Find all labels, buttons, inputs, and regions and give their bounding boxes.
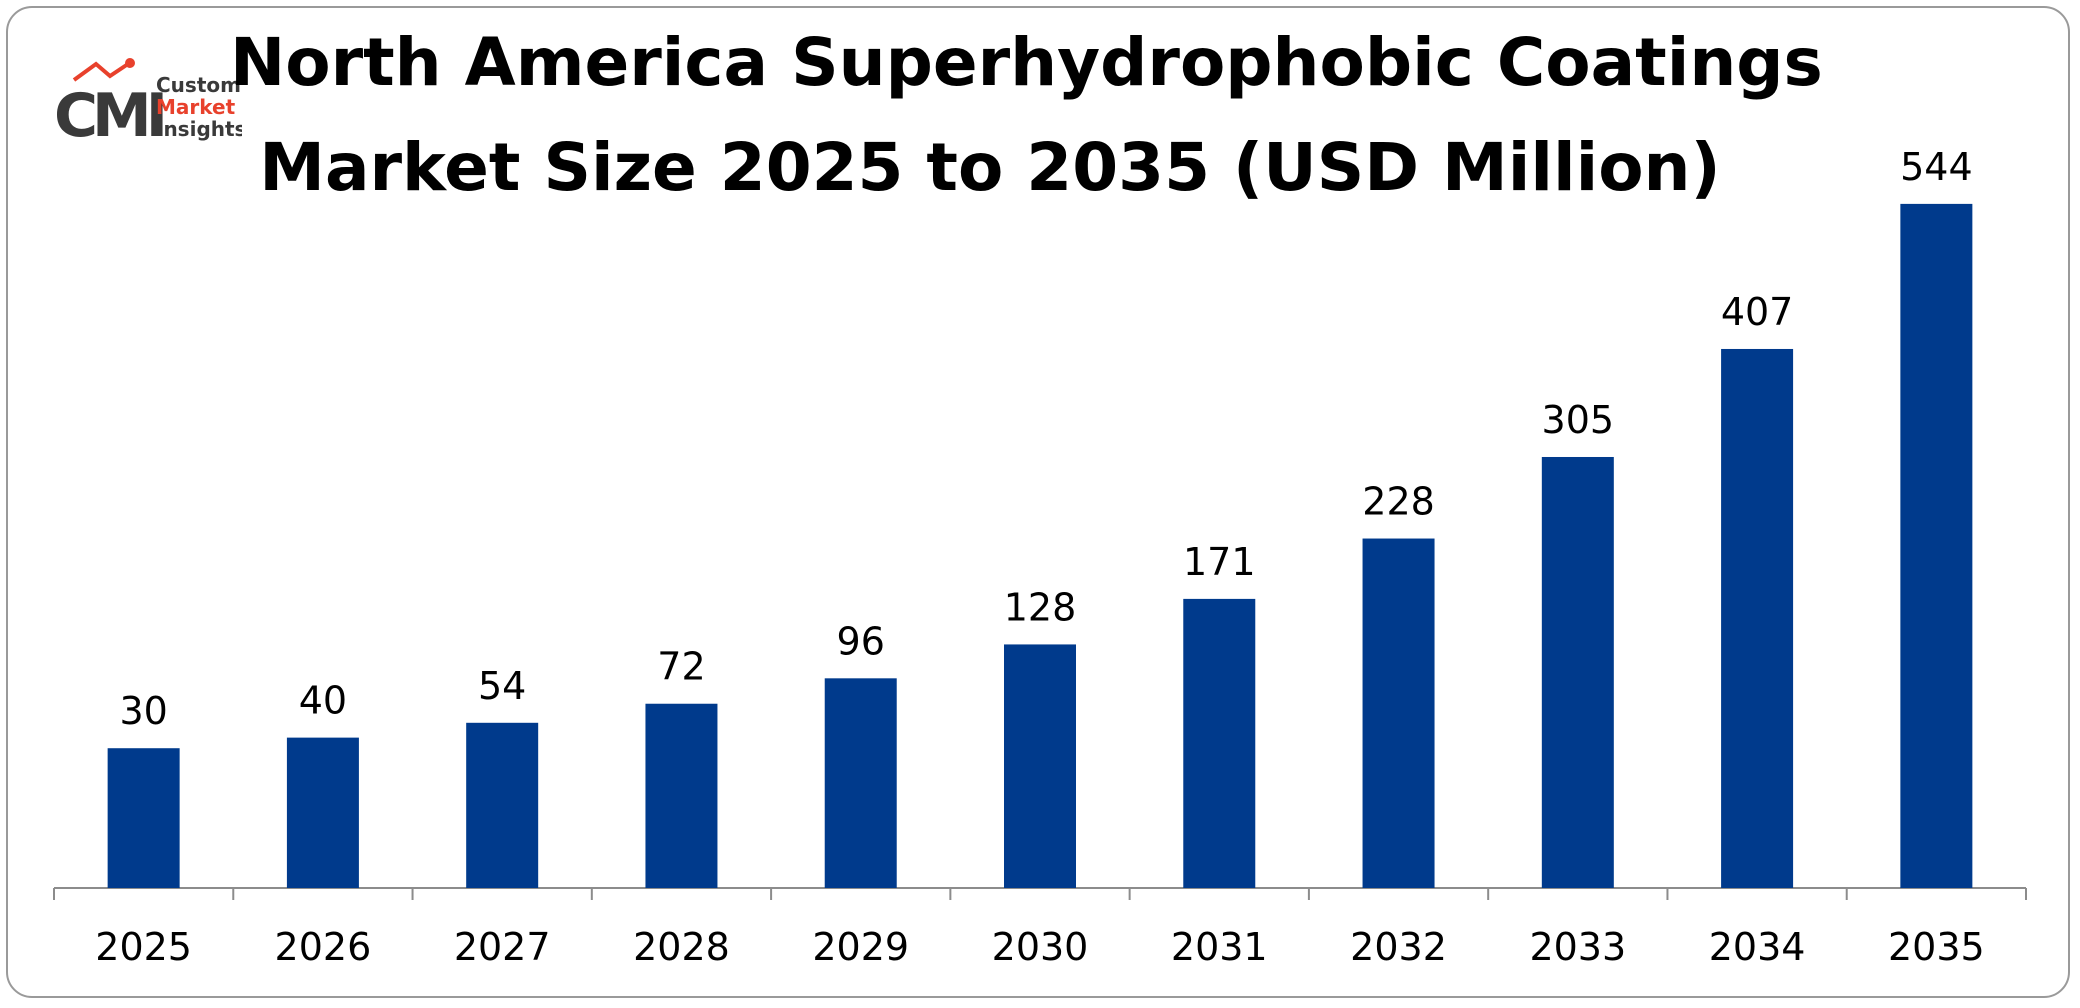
data-label: 96 xyxy=(837,619,885,663)
logo-mark-icon: CMI Custom Market Insights xyxy=(54,58,242,148)
data-label: 544 xyxy=(1900,145,1973,189)
bar xyxy=(1004,644,1076,888)
data-label: 30 xyxy=(119,689,167,733)
chart-title-line1: North America Superhydrophobic Coatings xyxy=(230,24,1823,101)
bar xyxy=(466,722,539,888)
data-label: 54 xyxy=(478,664,526,708)
logo-line2: Market xyxy=(156,95,236,119)
data-label: 171 xyxy=(1183,540,1256,584)
chart-title-line2: Market Size 2025 to 2035 (USD Million) xyxy=(259,129,1721,206)
bar xyxy=(107,748,180,888)
x-tick-label: 2035 xyxy=(1888,925,1985,969)
logo-line1: Custom xyxy=(156,73,241,97)
bar xyxy=(1362,538,1435,888)
x-tick-label: 2034 xyxy=(1709,925,1806,969)
x-tick-label: 2029 xyxy=(812,925,909,969)
bar xyxy=(286,737,359,888)
x-tick-label: 2033 xyxy=(1529,925,1626,969)
logo-line3: Insights xyxy=(156,117,242,141)
bar xyxy=(645,703,718,888)
x-tick-label: 2031 xyxy=(1171,925,1268,969)
data-label: 228 xyxy=(1362,480,1435,524)
x-tick-label: 2025 xyxy=(95,925,192,969)
data-label: 72 xyxy=(657,645,705,689)
x-tick-label: 2032 xyxy=(1350,925,1447,969)
bar xyxy=(1541,456,1614,888)
data-label: 40 xyxy=(299,679,347,723)
data-label: 128 xyxy=(1004,585,1077,629)
data-label: 407 xyxy=(1721,290,1794,334)
x-tick-label: 2027 xyxy=(454,925,551,969)
x-tick-label: 2026 xyxy=(275,925,372,969)
logo-trend-line xyxy=(72,61,130,82)
x-tick-label: 2030 xyxy=(992,925,1089,969)
logo-dot xyxy=(125,58,135,68)
bar xyxy=(1721,348,1794,889)
custom-market-insights-logo: CMI Custom Market Insights xyxy=(52,58,242,148)
logo-mark: CMI xyxy=(54,81,163,148)
data-label: 305 xyxy=(1542,398,1615,442)
bar xyxy=(1183,598,1256,888)
x-tick-label: 2028 xyxy=(633,925,730,969)
bar xyxy=(1900,203,1973,888)
bar xyxy=(824,678,897,888)
